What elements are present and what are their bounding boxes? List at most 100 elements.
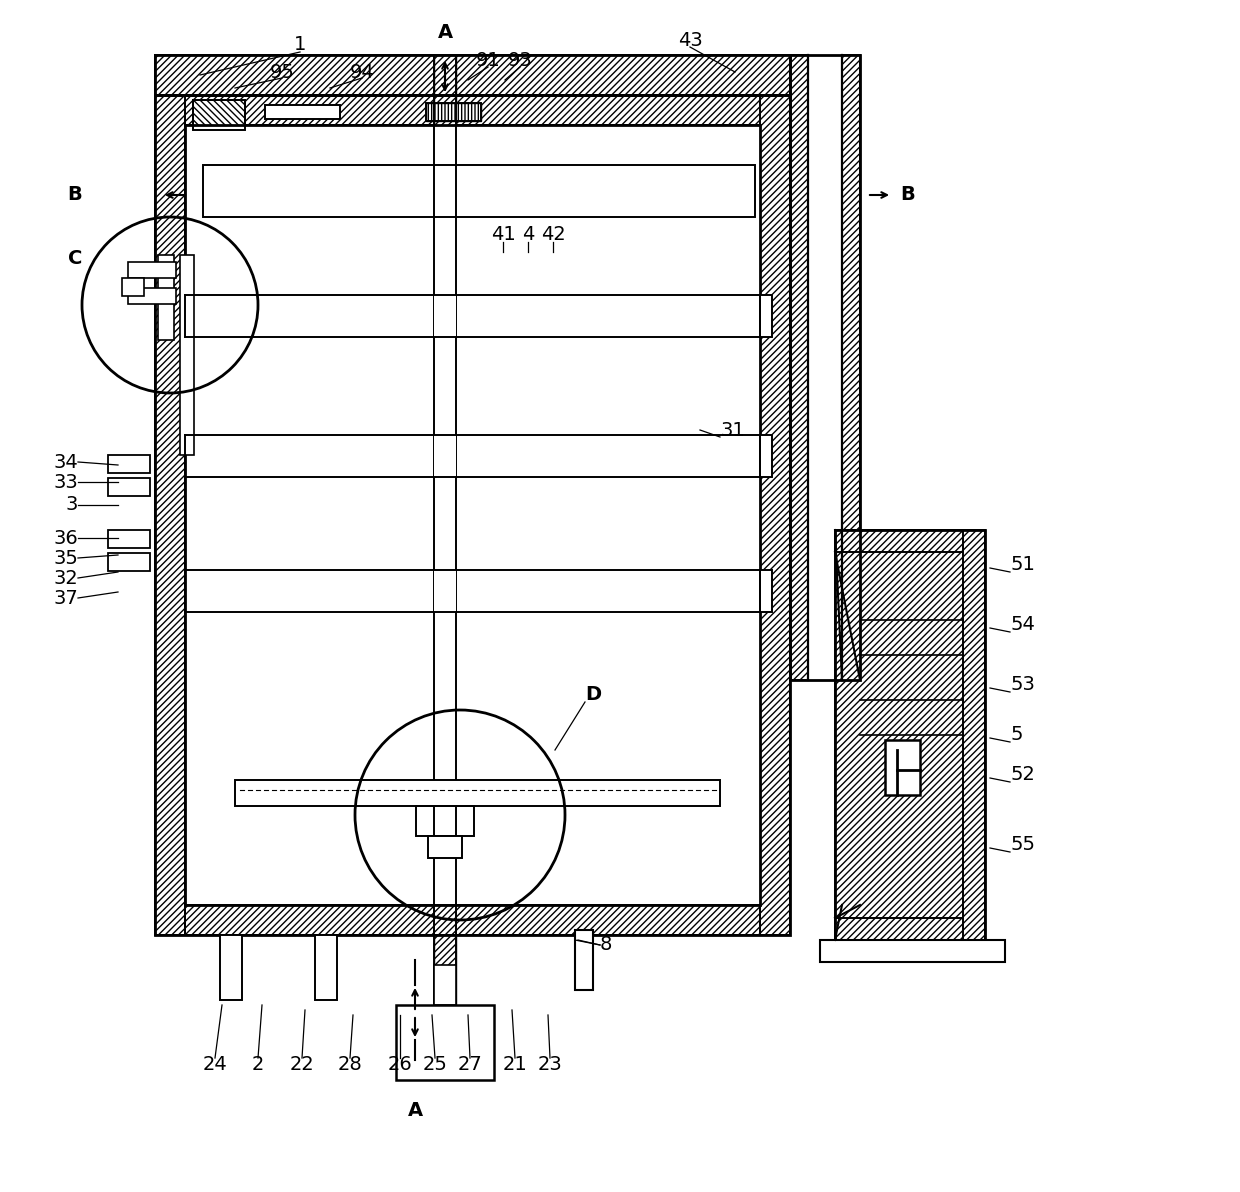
Bar [108, 455, 150, 473]
Text: 22: 22 [290, 1055, 315, 1074]
Bar [835, 530, 985, 940]
Text: 41: 41 [491, 225, 516, 244]
Bar [185, 294, 434, 337]
Bar [155, 55, 790, 95]
Bar [180, 255, 193, 455]
Text: 25: 25 [423, 1055, 448, 1074]
Bar [434, 966, 456, 1005]
Bar [790, 55, 861, 679]
Bar [219, 935, 242, 1000]
Text: 55: 55 [1011, 836, 1035, 855]
Bar [835, 918, 985, 940]
Text: 91: 91 [476, 50, 501, 69]
Text: 52: 52 [1011, 765, 1035, 784]
Text: B: B [67, 186, 82, 205]
Text: 95: 95 [269, 62, 294, 81]
Text: 3: 3 [66, 496, 78, 515]
Text: 51: 51 [1011, 555, 1035, 575]
Text: 34: 34 [53, 453, 78, 472]
Bar [398, 1007, 492, 1078]
Bar [428, 836, 463, 858]
Text: 24: 24 [202, 1055, 227, 1074]
Text: 43: 43 [677, 31, 702, 50]
Bar [760, 95, 790, 935]
Bar [108, 553, 150, 571]
Bar [434, 55, 456, 1010]
Text: C: C [68, 248, 82, 267]
Bar [790, 55, 808, 679]
Bar [108, 530, 150, 548]
Bar [203, 164, 755, 217]
Bar [185, 435, 434, 477]
Bar [203, 164, 434, 217]
Bar [396, 1005, 494, 1080]
Bar [856, 550, 965, 920]
Bar [155, 905, 790, 935]
Text: 21: 21 [502, 1055, 527, 1074]
Bar [122, 278, 144, 296]
Text: 23: 23 [538, 1055, 563, 1074]
Text: 1: 1 [294, 36, 306, 55]
Bar [434, 55, 456, 1010]
Bar [835, 530, 985, 552]
Bar [236, 780, 720, 806]
Bar [808, 55, 842, 679]
Text: 33: 33 [53, 472, 78, 491]
Bar [835, 530, 985, 940]
Text: 31: 31 [720, 421, 745, 440]
Bar [128, 288, 176, 304]
Bar [155, 55, 790, 95]
Bar [434, 294, 456, 337]
Bar [315, 935, 337, 1000]
Bar [760, 435, 773, 477]
Text: 42: 42 [541, 225, 565, 244]
Text: 2: 2 [252, 1055, 264, 1074]
Bar [885, 740, 920, 795]
Bar [185, 905, 760, 935]
Bar [155, 95, 185, 935]
Bar [456, 570, 760, 611]
Bar [155, 95, 790, 935]
Text: 35: 35 [53, 548, 78, 567]
Text: 36: 36 [53, 528, 78, 547]
Bar [575, 930, 593, 991]
Text: 5: 5 [1011, 726, 1023, 745]
Bar [108, 478, 150, 496]
Bar [434, 570, 456, 611]
Text: B: B [900, 186, 915, 205]
Bar [193, 100, 246, 130]
Text: 28: 28 [337, 1055, 362, 1074]
Bar [427, 103, 481, 122]
Bar [820, 940, 1004, 962]
Text: D: D [585, 685, 601, 704]
Bar [193, 100, 246, 130]
Text: 8: 8 [600, 936, 613, 955]
Text: 4: 4 [522, 225, 534, 244]
Text: 54: 54 [1011, 615, 1035, 634]
Bar [185, 125, 760, 905]
Bar [456, 294, 760, 337]
Bar [963, 530, 985, 940]
Text: 93: 93 [507, 50, 532, 69]
Bar [820, 940, 1004, 962]
Bar [456, 164, 755, 217]
Text: 32: 32 [53, 569, 78, 588]
Bar [155, 95, 790, 125]
Bar [415, 806, 474, 836]
Text: A: A [408, 1100, 423, 1119]
Bar [434, 435, 456, 477]
Bar [842, 55, 861, 679]
Bar [157, 255, 174, 340]
Bar [185, 905, 760, 935]
Bar [265, 105, 340, 119]
Text: A: A [438, 23, 453, 42]
Bar [427, 103, 481, 122]
Text: 26: 26 [388, 1055, 413, 1074]
Bar [456, 435, 760, 477]
Bar [760, 294, 773, 337]
Bar [128, 262, 176, 278]
Bar [760, 570, 773, 611]
Bar [415, 806, 474, 836]
Text: 94: 94 [350, 62, 374, 81]
Text: 53: 53 [1011, 676, 1035, 695]
